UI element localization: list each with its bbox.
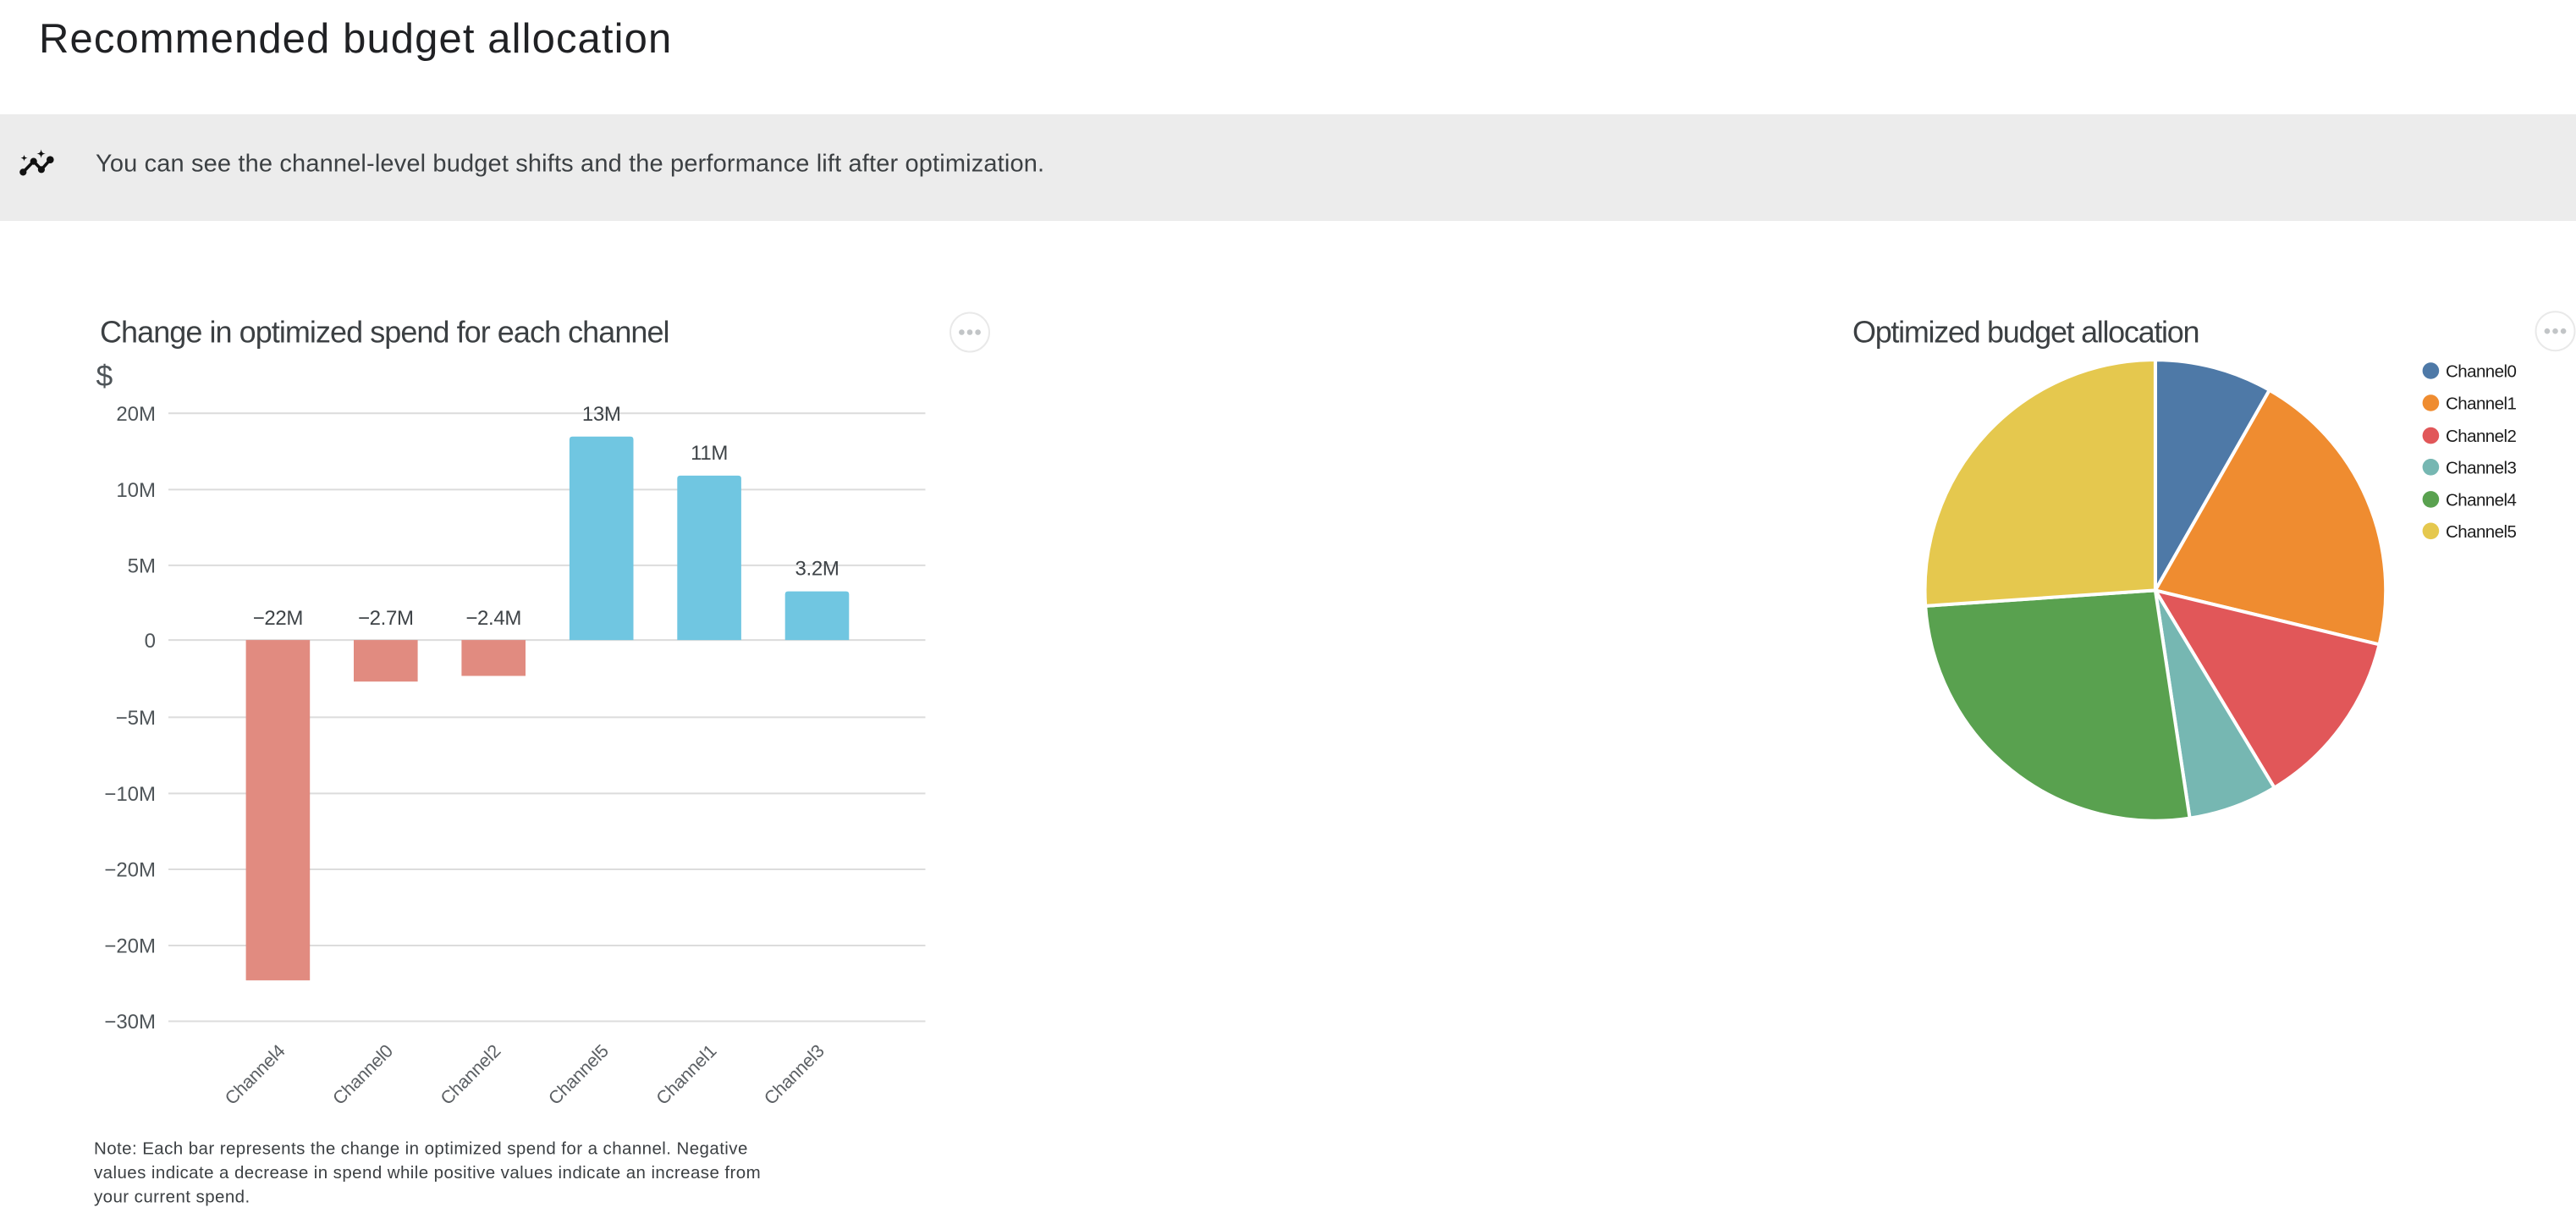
svg-text:−2.4M: −2.4M — [465, 607, 521, 630]
svg-text:$: $ — [96, 359, 113, 393]
svg-text:−2.7M: −2.7M — [358, 607, 414, 630]
svg-text:−22M: −22M — [253, 607, 303, 630]
svg-text:20M: 20M — [116, 403, 156, 426]
svg-text:You can see the channel-level: You can see the channel-level budget shi… — [96, 151, 1044, 178]
svg-text:−30M: −30M — [104, 1011, 156, 1034]
svg-text:Change in optimized spend for: Change in optimized spend for each chann… — [100, 314, 669, 349]
svg-text:10M: 10M — [116, 479, 156, 502]
svg-text:−5M: −5M — [116, 707, 156, 730]
svg-text:Channel0: Channel0 — [2446, 362, 2517, 382]
svg-text:−20M: −20M — [104, 935, 156, 958]
svg-text:0: 0 — [145, 630, 156, 653]
svg-text:Note: Each bar represents the: Note: Each bar represents the change in … — [94, 1139, 748, 1158]
svg-text:Channel2: Channel2 — [2446, 427, 2517, 446]
svg-text:−10M: −10M — [104, 783, 156, 806]
svg-text:Channel4: Channel4 — [2446, 491, 2517, 510]
svg-text:13M: 13M — [582, 403, 621, 426]
svg-text:Channel1: Channel1 — [2446, 394, 2517, 414]
svg-text:3.2M: 3.2M — [795, 558, 839, 581]
svg-text:Channel3: Channel3 — [2446, 458, 2517, 477]
svg-text:Recommended budget allocation: Recommended budget allocation — [39, 16, 672, 62]
svg-text:Channel5: Channel5 — [2446, 522, 2517, 542]
svg-text:5M: 5M — [128, 555, 156, 578]
svg-text:−20M: −20M — [104, 859, 156, 882]
svg-text:Optimized budget allocation: Optimized budget allocation — [1852, 314, 2199, 349]
svg-text:your current spend.: your current spend. — [94, 1188, 250, 1207]
svg-text:11M: 11M — [691, 442, 728, 465]
svg-text:values indicate a decrease in: values indicate a decrease in spend whil… — [94, 1163, 761, 1183]
